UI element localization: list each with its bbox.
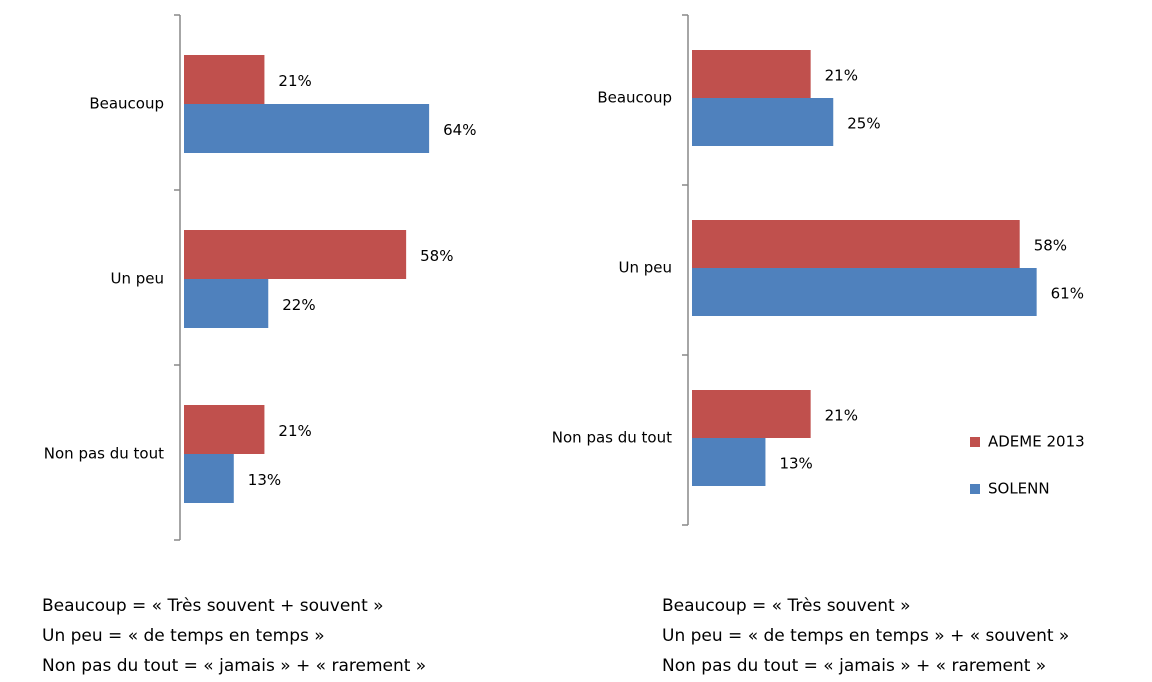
value-label: 13% — [248, 471, 281, 489]
legend-swatch — [970, 484, 980, 494]
bar — [692, 50, 811, 98]
category-label: Non pas du tout — [44, 445, 164, 463]
note: Non pas du tout = « jamais » + « raremen… — [42, 656, 426, 676]
value-label: 25% — [847, 115, 880, 133]
bar — [692, 268, 1037, 316]
bar — [184, 55, 265, 104]
value-label: 61% — [1051, 285, 1084, 303]
bar — [184, 279, 269, 328]
legend-label: ADEME 2013 — [988, 433, 1085, 451]
note: Beaucoup = « Très souvent » — [662, 596, 911, 616]
category-label: Beaucoup — [597, 89, 672, 107]
value-label: 21% — [278, 422, 311, 440]
bar — [184, 230, 407, 279]
note: Beaucoup = « Très souvent + souvent » — [42, 596, 384, 616]
bar — [692, 390, 811, 438]
value-label: 58% — [1034, 237, 1067, 255]
value-label: 64% — [443, 121, 476, 139]
bar — [184, 104, 430, 153]
value-label: 21% — [825, 407, 858, 425]
value-label: 21% — [825, 67, 858, 85]
legend-swatch — [970, 437, 980, 447]
bar — [184, 454, 234, 503]
note: Un peu = « de temps en temps » + « souve… — [662, 626, 1069, 646]
value-label: 58% — [420, 247, 453, 265]
category-label: Un peu — [110, 270, 164, 288]
value-label: 13% — [779, 455, 812, 473]
bar — [692, 98, 834, 146]
bar — [692, 220, 1020, 268]
legend-label: SOLENN — [988, 480, 1050, 498]
category-label: Beaucoup — [89, 95, 164, 113]
category-label: Un peu — [618, 259, 672, 277]
value-label: 22% — [282, 296, 315, 314]
bar — [184, 405, 265, 454]
note: Un peu = « de temps en temps » — [42, 626, 325, 646]
category-label: Non pas du tout — [552, 429, 672, 447]
note: Non pas du tout = « jamais » + « raremen… — [662, 656, 1046, 676]
bar — [692, 438, 766, 486]
value-label: 21% — [278, 72, 311, 90]
